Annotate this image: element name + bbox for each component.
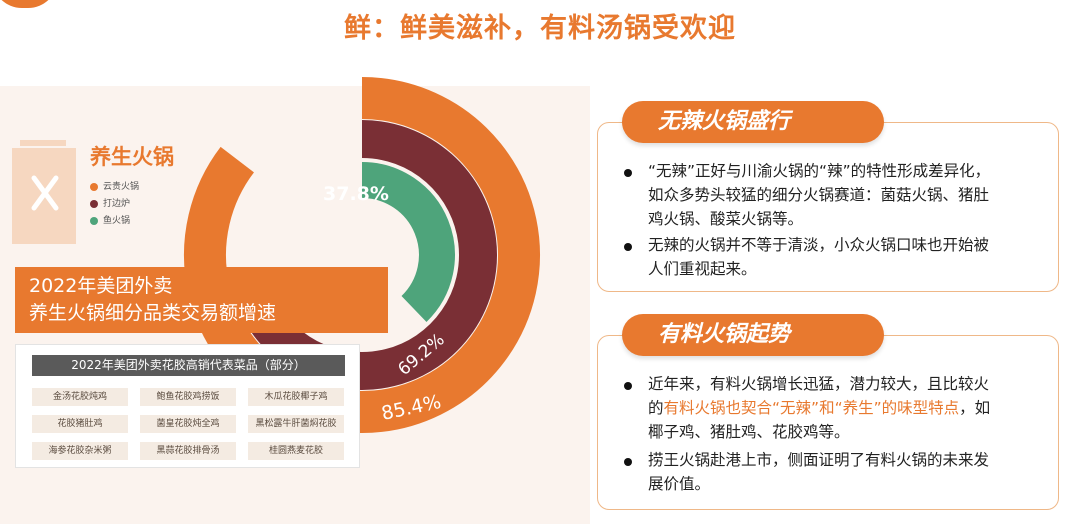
dish-cell: 金汤花胶炖鸡 — [32, 388, 128, 406]
data-label-yuhuoguo: 37.8% — [323, 183, 389, 205]
dish-table: 2022年美团外卖花胶高销代表菜品（部分） 金汤花胶炖鸡 鲍鱼花胶鸡捞饭 木瓜花… — [15, 344, 360, 468]
text-fragment: 的 — [648, 399, 664, 417]
dish-cell: 黑蒜花胶排骨汤 — [140, 442, 236, 460]
bullet-dot — [624, 243, 632, 251]
page-title: 鲜：鲜美滋补，有料汤锅受欢迎 — [344, 13, 736, 44]
text-line: 展价值。 — [648, 475, 711, 493]
legend-swatch — [90, 182, 98, 191]
banner-line1: 2022年美团外卖 — [29, 275, 173, 297]
bullet-dot — [624, 169, 632, 177]
bullet-text: 无辣的火锅并不等于清淡，小众火锅口味也开始被 人们重视起来。 — [648, 233, 1058, 281]
legend-swatch — [90, 216, 98, 225]
legend-label: 云贵火锅 — [103, 182, 140, 192]
text-line: “无辣”正好与川渝火锅的“辣”的特性形成差异化， — [648, 162, 991, 180]
bullet-dot — [624, 382, 632, 390]
legend-item-yuhuoguo: 鱼火锅 — [90, 214, 130, 228]
banner-line2: 养生火锅细分品类交易额增速 — [29, 302, 277, 324]
card-no-spicy: “无辣”正好与川渝火锅的“辣”的特性形成差异化， 如众多势头较猛的细分火锅赛道：… — [597, 122, 1059, 292]
text-line: 鸡火锅、酸菜火锅等。 — [648, 210, 804, 228]
corner-decoration — [0, 0, 58, 8]
text-line: 捞王火锅赴港上市，侧面证明了有料火锅的未来发 — [648, 451, 990, 469]
text-line: 无辣的火锅并不等于清淡，小众火锅口味也开始被 — [648, 236, 990, 254]
legend-swatch — [90, 199, 98, 208]
text-fragment: ，如 — [959, 399, 991, 417]
hotpot-utensils-icon — [12, 140, 76, 244]
bullet-text: 近年来，有料火锅增长迅猛，潜力较大，且比较火 的有料火锅也契合“无辣”和“养生”… — [648, 372, 1058, 444]
legend-item-yungui: 云贵火锅 — [90, 180, 139, 194]
dish-cell: 木瓜花胶椰子鸡 — [248, 388, 344, 406]
card-loaded: 近年来，有料火锅增长迅猛，潜力较大，且比较火 的有料火锅也契合“无辣”和“养生”… — [597, 335, 1059, 510]
dish-table-header: 2022年美团外卖花胶高销代表菜品（部分） — [32, 355, 345, 376]
donut-arc-yuhuoguo — [361, 162, 455, 322]
text-line: 人们重视起来。 — [648, 260, 757, 278]
text-line: 近年来，有料火锅增长迅猛，潜力较大，且比较火 — [648, 375, 990, 393]
legend-item-dabianlu: 打边炉 — [90, 197, 130, 211]
legend-label: 打边炉 — [103, 199, 131, 209]
bullet-dot — [624, 458, 632, 466]
dish-cell: 海参花胶杂米粥 — [32, 442, 128, 460]
card-title-no-spicy: 无辣火锅盛行 — [622, 101, 884, 143]
text-line: 如众多势头较猛的细分火锅赛道：菌菇火锅、猪肚 — [648, 186, 990, 204]
bullet-text: “无辣”正好与川渝火锅的“辣”的特性形成差异化， 如众多势头较猛的细分火锅赛道：… — [648, 159, 1058, 231]
card-title-loaded: 有料火锅起势 — [622, 314, 884, 356]
text-line: 的有料火锅也契合“无辣”和“养生”的味型特点，如 — [648, 396, 1058, 420]
chart-caption-banner: 2022年美团外卖 养生火锅细分品类交易额增速 — [15, 267, 388, 333]
dish-cell: 鲍鱼花胶鸡捞饭 — [140, 388, 236, 406]
text-line: 椰子鸡、猪肚鸡、花胶鸡等。 — [648, 423, 850, 441]
legend-label: 鱼火锅 — [103, 216, 131, 226]
dish-cell: 花胶猪肚鸡 — [32, 415, 128, 433]
bullet-text: 捞王火锅赴港上市，侧面证明了有料火锅的未来发 展价值。 — [648, 448, 1058, 496]
highlight-text: 有料火锅也契合“无辣”和“养生”的味型特点 — [663, 399, 960, 417]
dish-cell: 菌皇花胶炖全鸡 — [140, 415, 236, 433]
dish-cell: 桂圆燕麦花胶 — [248, 442, 344, 460]
chart-title: 养生火锅 — [90, 145, 174, 169]
dish-cell: 黑松露牛肝菌焖花胶 — [248, 415, 344, 433]
